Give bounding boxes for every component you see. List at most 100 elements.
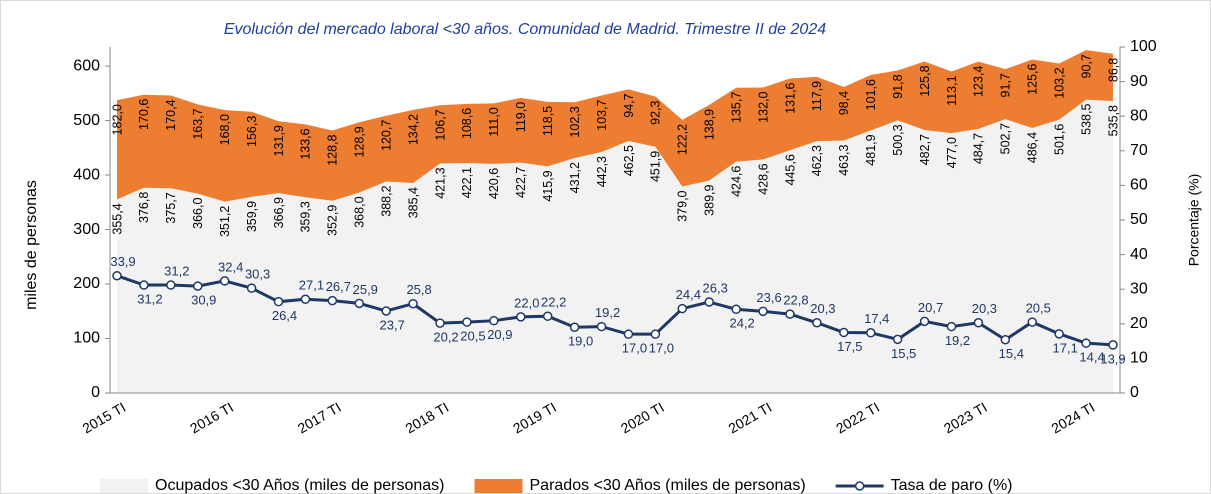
data-label: 376,8 xyxy=(137,192,151,223)
y-tick-label: 0 xyxy=(91,384,100,401)
marker xyxy=(1000,334,1011,345)
data-label: 128,9 xyxy=(353,126,367,157)
marker xyxy=(166,280,176,290)
data-label: 22,8 xyxy=(783,293,808,308)
data-label: 23,7 xyxy=(380,317,405,332)
data-label: 30,9 xyxy=(191,293,216,308)
data-label: 182,0 xyxy=(110,104,124,135)
y2-tick-label: 50 xyxy=(1130,211,1148,228)
data-label: 481,9 xyxy=(864,134,878,165)
data-label: 385,4 xyxy=(406,187,420,218)
data-label: 15,5 xyxy=(891,346,916,361)
data-label: 135,7 xyxy=(729,92,743,123)
marker xyxy=(839,327,849,338)
marker xyxy=(865,328,876,338)
legend-label: Ocupados <30 Años (miles de personas) xyxy=(155,477,445,494)
data-label: 26,4 xyxy=(272,308,297,323)
marker xyxy=(1027,317,1037,327)
marker xyxy=(542,311,553,321)
data-label: 134,2 xyxy=(406,114,420,145)
marker xyxy=(408,298,418,309)
y-tick-label: 400 xyxy=(73,166,100,183)
marker xyxy=(785,309,795,319)
y-tick-label: 100 xyxy=(73,330,100,347)
legend-label: Tasa de paro (%) xyxy=(891,477,1013,494)
marker xyxy=(1054,329,1064,339)
data-label: 20,3 xyxy=(972,301,997,316)
y2-tick-label: 40 xyxy=(1130,246,1148,263)
data-label: 98,4 xyxy=(837,91,851,115)
data-label: 102,3 xyxy=(568,106,582,137)
data-label: 133,6 xyxy=(299,128,313,159)
y-tick-label: 600 xyxy=(73,57,100,74)
data-label: 379,0 xyxy=(676,190,690,221)
marker xyxy=(139,280,149,290)
marker xyxy=(623,329,634,339)
marker xyxy=(516,312,526,322)
y2-tick-label: 90 xyxy=(1130,73,1148,90)
data-label: 31,2 xyxy=(164,263,189,278)
data-label: 20,9 xyxy=(487,327,512,342)
data-label: 428,6 xyxy=(756,163,770,194)
marker xyxy=(327,295,338,306)
marker xyxy=(354,298,365,309)
marker xyxy=(704,297,714,307)
area-1 xyxy=(117,50,1113,202)
data-label: 131,9 xyxy=(272,125,286,156)
marker xyxy=(731,304,741,315)
data-label: 442,3 xyxy=(595,156,609,187)
data-label: 352,9 xyxy=(326,205,340,236)
data-label: 477,0 xyxy=(945,137,959,168)
data-label: 168,0 xyxy=(218,114,232,145)
data-label: 24,4 xyxy=(676,287,701,302)
data-label: 17,5 xyxy=(837,339,862,354)
y-tick-label: 300 xyxy=(73,221,100,238)
data-label: 90,7 xyxy=(1079,54,1093,78)
data-label: 94,7 xyxy=(622,93,636,117)
data-label: 25,9 xyxy=(353,282,378,297)
areas xyxy=(117,50,1113,393)
data-label: 108,6 xyxy=(460,108,474,139)
data-label: 17,0 xyxy=(649,341,674,356)
data-label: 421,3 xyxy=(433,167,447,198)
data-label: 19,2 xyxy=(595,305,620,320)
data-label: 420,6 xyxy=(487,168,501,199)
data-label: 366,9 xyxy=(272,197,286,228)
data-label: 138,9 xyxy=(703,109,717,140)
marker xyxy=(569,322,580,333)
data-label: 13,9 xyxy=(1100,351,1125,366)
marker xyxy=(193,281,203,291)
data-label: 92,3 xyxy=(649,100,663,124)
data-label: 486,4 xyxy=(1026,132,1040,163)
data-label: 20,2 xyxy=(433,330,458,345)
y2-tick-label: 80 xyxy=(1130,107,1148,124)
marker xyxy=(758,306,768,317)
marker xyxy=(300,294,311,304)
data-label: 422,1 xyxy=(460,167,474,198)
legend-label: Parados <30 Años (miles de personas) xyxy=(530,477,806,494)
y-axis-label: miles de personas xyxy=(23,180,40,310)
marker xyxy=(1108,340,1118,350)
chart-title: Evolución del mercado laboral <30 años. … xyxy=(224,21,826,38)
data-label: 388,2 xyxy=(379,185,393,216)
data-label: 119,0 xyxy=(514,102,528,132)
data-label: 445,6 xyxy=(783,154,797,185)
data-label: 125,8 xyxy=(918,65,932,96)
marker xyxy=(919,316,930,327)
data-label: 27,1 xyxy=(299,278,324,293)
data-label: 501,6 xyxy=(1052,124,1066,155)
data-label: 484,7 xyxy=(972,133,986,164)
data-label: 359,9 xyxy=(245,201,259,232)
y-tick-label: 200 xyxy=(73,275,100,292)
data-label: 351,2 xyxy=(218,206,232,237)
marker xyxy=(246,283,257,293)
data-label: 24,2 xyxy=(729,316,754,331)
data-label: 17,4 xyxy=(864,311,889,326)
data-label: 26,3 xyxy=(703,280,728,295)
data-label: 156,3 xyxy=(245,116,259,147)
data-label: 415,9 xyxy=(541,170,555,201)
data-label: 91,8 xyxy=(891,74,905,98)
data-label: 17,0 xyxy=(622,341,647,356)
y2-tick-label: 0 xyxy=(1130,384,1139,401)
data-label: 132,0 xyxy=(756,91,770,122)
